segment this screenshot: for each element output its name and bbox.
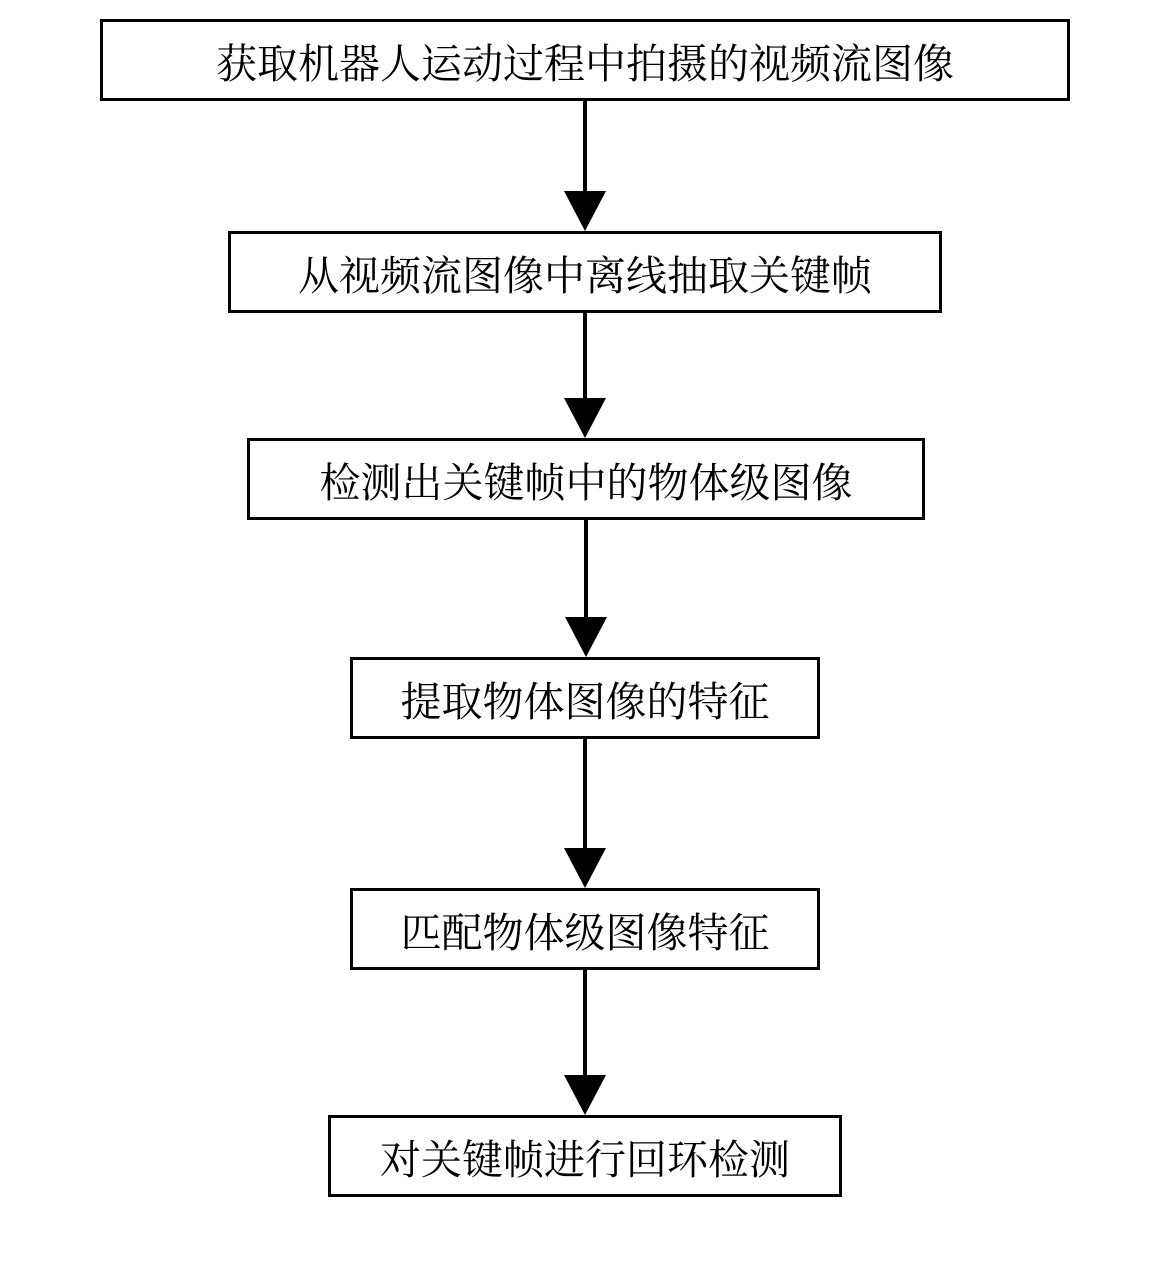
flow-node-n3: 检测出关键帧中的物体级图像 [247,438,925,520]
flow-node-label: 获取机器人运动过程中拍摄的视频流图像 [216,40,954,81]
arrow-head-2 [565,617,607,657]
arrow-head-0 [564,191,606,231]
arrow-shaft-3 [583,739,587,848]
arrow-shaft-1 [583,313,587,398]
arrow-shaft-0 [583,101,587,191]
flow-node-label: 匹配物体级图像特征 [401,909,770,950]
flow-node-label: 从视频流图像中离线抽取关键帧 [298,252,872,293]
arrow-head-1 [564,398,606,438]
flowchart-canvas: 获取机器人运动过程中拍摄的视频流图像从视频流图像中离线抽取关键帧检测出关键帧中的… [0,0,1171,1265]
flow-node-n5: 匹配物体级图像特征 [350,888,820,970]
arrow-shaft-4 [583,970,587,1075]
flow-node-label: 对关键帧进行回环检测 [380,1136,790,1177]
flow-node-n6: 对关键帧进行回环检测 [328,1115,842,1197]
arrow-head-4 [564,1075,606,1115]
flow-node-n1: 获取机器人运动过程中拍摄的视频流图像 [100,19,1070,101]
flow-node-n2: 从视频流图像中离线抽取关键帧 [228,231,942,313]
arrow-head-3 [564,848,606,888]
arrow-shaft-2 [584,520,588,617]
flow-node-label: 检测出关键帧中的物体级图像 [320,459,853,500]
flow-node-n4: 提取物体图像的特征 [350,657,820,739]
flow-node-label: 提取物体图像的特征 [401,678,770,719]
